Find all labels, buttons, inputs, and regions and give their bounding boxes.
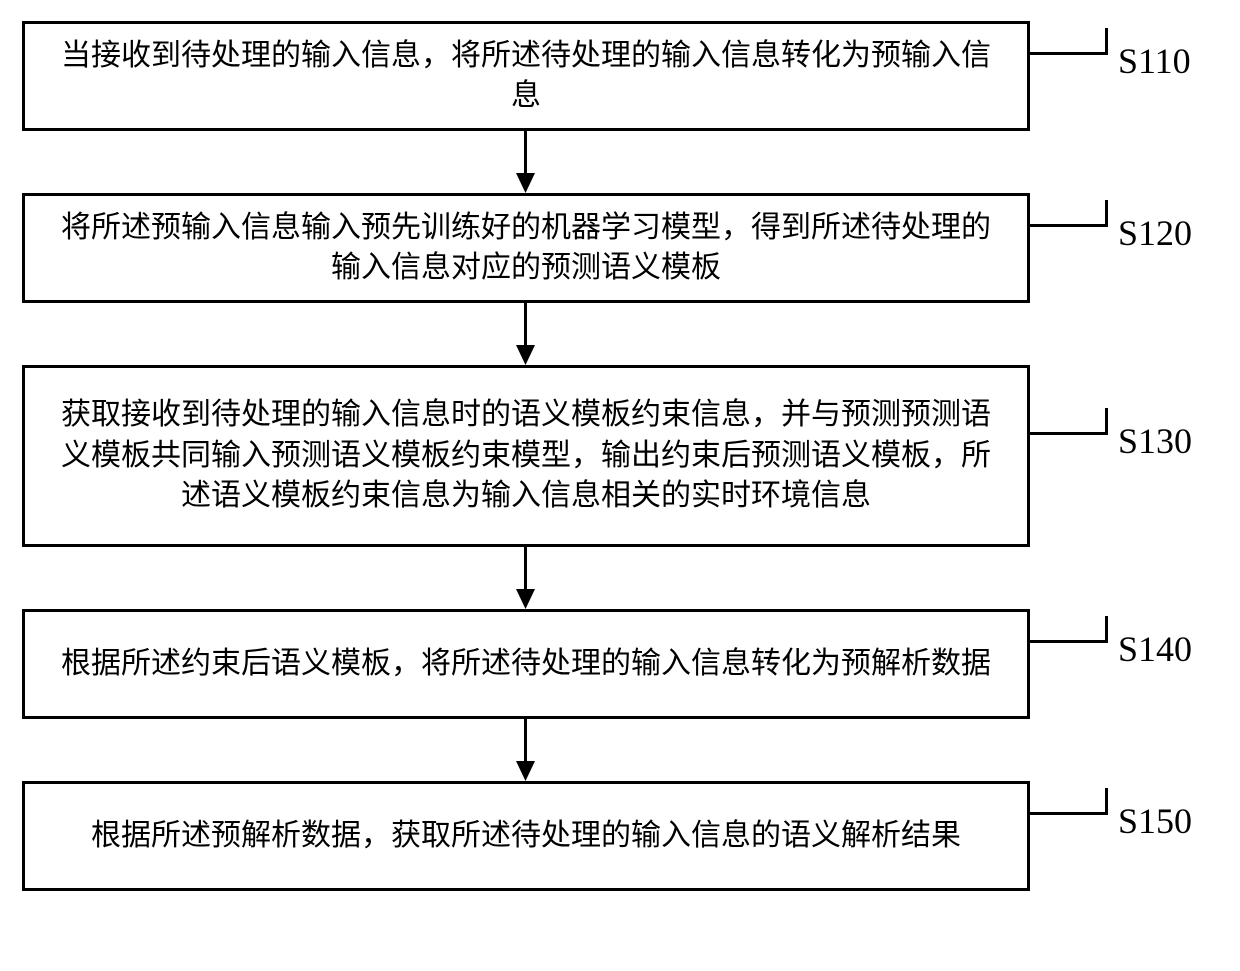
step-label-s110: S110 bbox=[1118, 40, 1191, 82]
tick-s130-h bbox=[1030, 432, 1108, 435]
flow-node-s120-text: 将所述预输入信息输入预先训练好的机器学习模型，得到所述待处理的输入信息对应的预测… bbox=[51, 208, 1001, 289]
flow-node-s140-text: 根据所述约束后语义模板，将所述待处理的输入信息转化为预解析数据 bbox=[61, 644, 991, 685]
flow-node-s130-text: 获取接收到待处理的输入信息时的语义模板约束信息，并与预测预测语义模板共同输入预测… bbox=[51, 395, 1001, 517]
step-label-s130: S130 bbox=[1118, 420, 1192, 462]
flow-node-s130: 获取接收到待处理的输入信息时的语义模板约束信息，并与预测预测语义模板共同输入预测… bbox=[22, 365, 1030, 547]
tick-s140-v bbox=[1105, 616, 1108, 643]
arrow-s110-s120 bbox=[524, 131, 527, 193]
tick-s120-v bbox=[1105, 200, 1108, 227]
flowchart-stage: 当接收到待处理的输入信息，将所述待处理的输入信息转化为预输入信息 S110 将所… bbox=[0, 0, 1240, 971]
flow-node-s110-text: 当接收到待处理的输入信息，将所述待处理的输入信息转化为预输入信息 bbox=[51, 36, 1001, 117]
tick-s130-v bbox=[1105, 408, 1108, 435]
arrow-s120-s130 bbox=[524, 303, 527, 365]
flow-node-s150-text: 根据所述预解析数据，获取所述待处理的输入信息的语义解析结果 bbox=[91, 816, 961, 857]
arrow-s130-s140 bbox=[524, 547, 527, 609]
tick-s120-h bbox=[1030, 224, 1108, 227]
step-label-s120: S120 bbox=[1118, 212, 1192, 254]
flow-node-s110: 当接收到待处理的输入信息，将所述待处理的输入信息转化为预输入信息 bbox=[22, 21, 1030, 131]
tick-s110-h bbox=[1030, 52, 1108, 55]
flow-node-s120: 将所述预输入信息输入预先训练好的机器学习模型，得到所述待处理的输入信息对应的预测… bbox=[22, 193, 1030, 303]
flow-node-s140: 根据所述约束后语义模板，将所述待处理的输入信息转化为预解析数据 bbox=[22, 609, 1030, 719]
tick-s140-h bbox=[1030, 640, 1108, 643]
tick-s150-h bbox=[1030, 812, 1108, 815]
step-label-s140: S140 bbox=[1118, 628, 1192, 670]
arrow-s140-s150 bbox=[524, 719, 527, 781]
tick-s110-v bbox=[1105, 28, 1108, 55]
step-label-s150: S150 bbox=[1118, 800, 1192, 842]
tick-s150-v bbox=[1105, 788, 1108, 815]
flow-node-s150: 根据所述预解析数据，获取所述待处理的输入信息的语义解析结果 bbox=[22, 781, 1030, 891]
